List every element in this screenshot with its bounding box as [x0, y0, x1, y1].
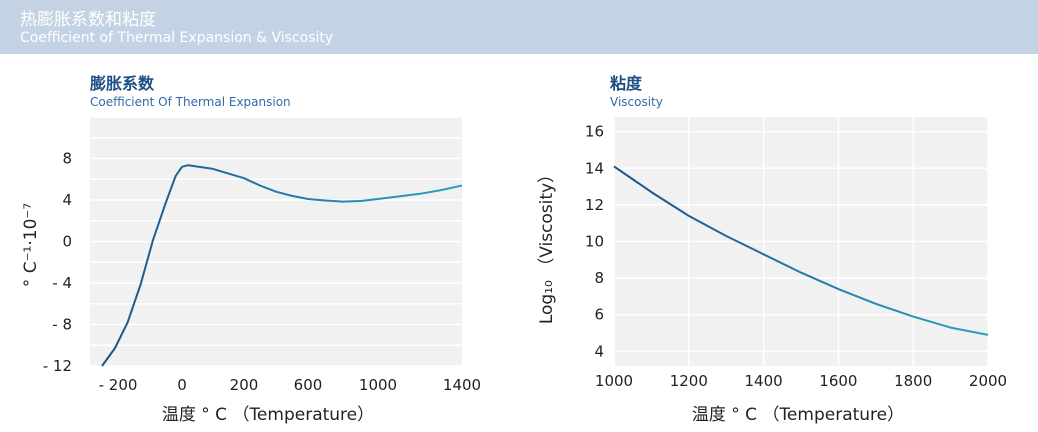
x-tick-label: 1400 [745, 372, 783, 390]
x-tick-label: 2000 [969, 372, 1007, 390]
x-tick-label: 1400 [443, 376, 481, 394]
x-tick-label: 1800 [894, 372, 932, 390]
x-tick-label: 1600 [819, 372, 857, 390]
y-axis-label: Log₁₀ （Viscosity） [537, 166, 557, 324]
y-tick-label: 8 [594, 269, 604, 287]
y-tick-label: - 12 [43, 357, 72, 375]
viscosity-chart-subtitle: Viscosity [610, 95, 663, 109]
x-tick-label: - 200 [99, 376, 138, 394]
y-tick-label: 0 [62, 233, 72, 251]
banner-title-en: Coefficient of Thermal Expansion & Visco… [20, 30, 334, 46]
viscosity-chart-title: 粘度 [610, 74, 643, 93]
series-line [101, 164, 463, 367]
x-tick-label: 600 [294, 376, 323, 394]
x-tick-label: 1200 [670, 372, 708, 390]
y-tick-label: 14 [585, 159, 604, 177]
y-tick-label: 8 [62, 150, 72, 168]
header-banner: 热膨胀系数和粘度 Coefficient of Thermal Expansio… [0, 0, 1038, 54]
x-tick-label: 1000 [359, 376, 397, 394]
y-tick-label: 6 [594, 306, 604, 324]
x-tick-label: 200 [230, 376, 259, 394]
cte-chart-subtitle: Coefficient Of Thermal Expansion [90, 95, 291, 109]
x-axis-label: 温度 ° C （Temperature） [162, 405, 374, 425]
y-tick-label: 4 [594, 342, 604, 360]
y-tick-label: 10 [585, 233, 604, 251]
viscosity-chart: 4 6 8 10 12 14 16 1000 1200 1400 1600 1800 2000 温度 ° … [537, 117, 1007, 425]
x-axis-label: 温度 ° C （Temperature） [692, 405, 904, 425]
y-tick-label: - 4 [52, 274, 72, 292]
y-tick-label: 12 [585, 196, 604, 214]
series-line [613, 165, 989, 336]
x-tick-label: 1000 [595, 372, 633, 390]
x-tick-label: 0 [177, 376, 187, 394]
y-tick-label: - 8 [52, 316, 72, 334]
y-tick-label: 4 [62, 191, 72, 209]
cte-chart-title: 膨胀系数 [90, 74, 155, 93]
y-axis-label: ° C⁻¹·10⁻⁷ [21, 203, 41, 288]
banner-title-zh: 热膨胀系数和粘度 [20, 10, 156, 30]
cte-chart: - 12 - 8 - 4 0 4 8 - 200 0 200 600 1000 1400 温度 ° C … [21, 116, 481, 425]
y-tick-label: 16 [585, 123, 604, 141]
